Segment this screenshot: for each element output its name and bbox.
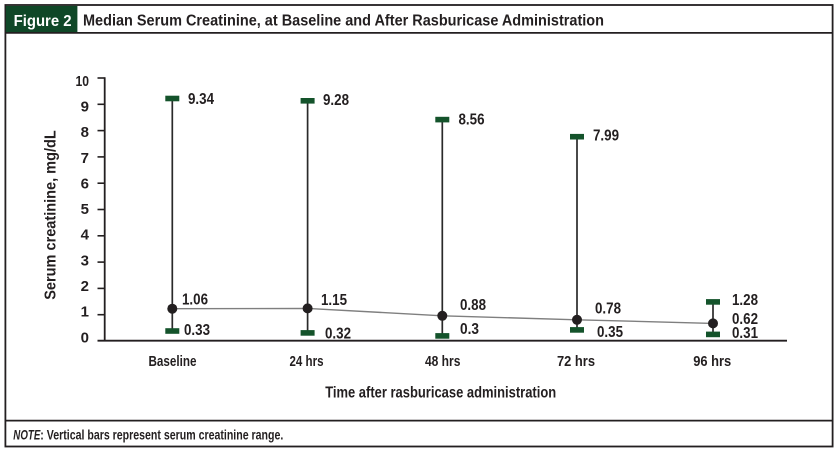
- svg-text:7: 7: [81, 150, 89, 167]
- svg-text:9.34: 9.34: [188, 91, 214, 108]
- svg-text:0.33: 0.33: [184, 322, 210, 339]
- svg-text:0.3: 0.3: [460, 321, 479, 338]
- svg-text:8: 8: [81, 124, 89, 141]
- svg-text:Serum creatinine, mg/dL: Serum creatinine, mg/dL: [43, 130, 60, 300]
- svg-text:72 hrs: 72 hrs: [557, 353, 595, 370]
- svg-text:Figure 2: Figure 2: [14, 13, 72, 30]
- svg-text:3: 3: [81, 252, 89, 269]
- svg-text:5: 5: [81, 201, 89, 218]
- svg-text:96 hrs: 96 hrs: [693, 353, 731, 370]
- svg-text:0.78: 0.78: [595, 301, 621, 318]
- svg-text:0.35: 0.35: [597, 324, 623, 341]
- svg-text:8.56: 8.56: [459, 112, 485, 129]
- svg-text:4: 4: [81, 227, 90, 244]
- svg-text:Median Serum Creatinine, at Ba: Median Serum Creatinine, at Baseline and…: [83, 12, 604, 29]
- svg-text:0.62: 0.62: [732, 311, 758, 328]
- svg-text:0.31: 0.31: [732, 325, 758, 342]
- svg-text:1.06: 1.06: [182, 292, 208, 309]
- svg-text:0.32: 0.32: [325, 326, 351, 343]
- svg-text:0: 0: [81, 329, 89, 346]
- svg-text:1: 1: [81, 304, 89, 321]
- svg-text:Time after rasburicase adminis: Time after rasburicase administration: [325, 384, 556, 401]
- svg-text:48 hrs: 48 hrs: [425, 353, 461, 370]
- svg-text:6: 6: [81, 175, 89, 192]
- svg-text:9: 9: [81, 99, 89, 116]
- svg-text:Baseline: Baseline: [149, 353, 197, 370]
- svg-text:2: 2: [81, 278, 89, 295]
- svg-text:9.28: 9.28: [323, 92, 349, 109]
- svg-text:NOTE: Vertical bars represent: NOTE: Vertical bars represent serum crea…: [13, 428, 283, 443]
- svg-text:0.88: 0.88: [460, 297, 486, 314]
- svg-text:10: 10: [76, 73, 90, 90]
- svg-text:1.15: 1.15: [321, 292, 347, 309]
- svg-text:7.99: 7.99: [593, 127, 619, 144]
- svg-text:24 hrs: 24 hrs: [290, 353, 324, 370]
- svg-text:1.28: 1.28: [732, 292, 758, 309]
